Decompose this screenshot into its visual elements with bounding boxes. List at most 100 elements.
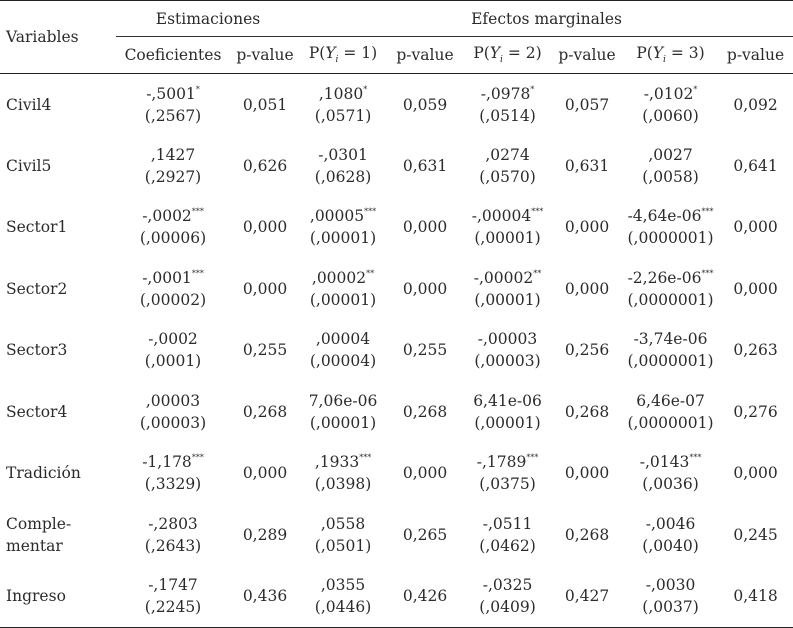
row-label-line: Comple- (6, 514, 72, 533)
coef-cell: -,0001*** (,00002) (116, 258, 230, 320)
header-col-text: p-value (236, 46, 294, 64)
std-error: (,2245) (144, 598, 202, 616)
pvalue-cell: 0,418 (718, 565, 793, 628)
coef-number: -,0143 (639, 453, 690, 472)
header-col-text-post: = 2) (502, 44, 542, 63)
std-error: (,2567) (144, 106, 202, 125)
pvalue-cell: 0,057 (551, 74, 623, 136)
std-error: (,0628) (314, 167, 372, 186)
std-error: (,00003) (139, 413, 207, 432)
coef-cell: -,0143*** (,0036) (623, 443, 718, 505)
row-label: Civil5 (0, 135, 116, 197)
row-label: Sector4 (0, 381, 116, 443)
coef-value: -2,26e-06*** (623, 267, 718, 289)
table-row: Sector1 -,0002*** (,00006) 0,000,00005*** (,… (0, 197, 793, 259)
coef-number: -2,26e-06 (627, 268, 702, 287)
row-label: Sector3 (0, 320, 116, 382)
header-col-text: p-value (726, 46, 785, 64)
coef-cell: ,1427 (,2927) (116, 135, 230, 197)
pvalue-text: 0,000 (733, 464, 778, 483)
std-error: (,00001) (309, 290, 377, 309)
coef-value: -,0102* (623, 83, 718, 105)
table-row: Sector3 -,0002 (,0001) 0,255 ,00004 (,00004) 0… (0, 320, 793, 382)
significance-stars: *** (526, 453, 539, 463)
pvalue-text: 0,626 (242, 156, 288, 175)
row-label-line: Sector2 (6, 279, 68, 298)
row-label-line: Civil4 (6, 95, 52, 114)
coef-number: ,00002 (311, 268, 367, 287)
row-label-line: mentar (6, 536, 63, 555)
coef-cell: -,00004*** (,00001) (464, 197, 551, 259)
std-error: (,0037) (642, 598, 699, 616)
header-col-2: P(Yi = 1) (300, 36, 387, 74)
significance-stars: *** (689, 453, 702, 463)
coef-value: 6,41e-06 (464, 390, 551, 412)
row-label-line: Sector4 (6, 402, 68, 421)
coef-number: ,00005 (309, 207, 365, 226)
pvalue-text: 0,255 (402, 341, 448, 360)
coef-value: -4,64e-06*** (623, 205, 718, 227)
std-error: (,0000001) (627, 229, 714, 248)
coef-cell: ,1080* (,0571) (300, 74, 386, 136)
header-col-subscript: i (500, 55, 503, 66)
pvalue-text: 0,289 (242, 525, 288, 544)
header-col-text: p-value (396, 46, 454, 64)
pvalue-text: 0,092 (733, 95, 778, 114)
coef-number: -,0002 (142, 207, 192, 226)
std-error: (,00002) (139, 290, 207, 309)
std-error: (,0040) (642, 536, 699, 555)
coef-cell: -,0511 (,0462) (464, 504, 551, 566)
significance-stars: ** (366, 268, 375, 278)
header-col-subscript: i (335, 55, 339, 66)
coef-value: -,2803 (116, 513, 230, 535)
coef-value: -,1747 (116, 574, 230, 596)
coef-value: -,0002*** (116, 205, 230, 227)
std-error: (,0000001) (627, 352, 714, 371)
coef-value: -,0511 (464, 513, 551, 535)
coef-value: -,0301 (300, 144, 386, 166)
coef-value: ,1080* (300, 83, 386, 105)
header-estimaciones: Estimaciones (116, 0, 301, 37)
std-error: (,0000001) (627, 290, 714, 309)
coef-cell: -3,74e-06 (,0000001) (623, 320, 718, 382)
coef-number: -,2803 (148, 514, 198, 533)
significance-stars: *** (191, 268, 204, 278)
std-error: (,00001) (474, 229, 541, 248)
pvalue-text: 0,418 (733, 587, 778, 605)
coef-cell: ,00002** (,00001) (300, 258, 386, 320)
pvalue-text: 0,255 (242, 341, 288, 360)
std-error: (,00001) (474, 413, 541, 432)
row-label: Tradición (0, 443, 116, 505)
coef-number: -,0978 (480, 84, 531, 103)
coef-cell: 6,46e-07 (,0000001) (623, 381, 718, 443)
header-row-1: Variables Estimaciones Efectos marginale… (0, 0, 793, 74)
header-variables: Variables (0, 0, 116, 74)
significance-stars: *** (701, 207, 714, 217)
std-error: (,3329) (144, 475, 202, 494)
row-label: Ingreso (0, 565, 116, 628)
row-label: Sector2 (0, 258, 116, 320)
coef-number: ,1427 (150, 145, 196, 164)
header-col-text-post: = 1) (338, 44, 378, 63)
coef-value: -,00002** (464, 267, 551, 289)
significance-stars: * (195, 84, 200, 94)
row-label-line: Tradición (6, 464, 81, 483)
pvalue-text: 0,265 (402, 525, 448, 544)
pvalue-cell: 0,255 (230, 320, 300, 382)
coef-cell: -,0002*** (,00006) (116, 197, 230, 259)
pvalue-cell: 0,256 (551, 320, 623, 382)
coef-cell: ,0027 (,0058) (623, 135, 718, 197)
coef-number: 7,06e-06 (308, 391, 378, 410)
pvalue-text: 0,000 (564, 279, 610, 298)
pvalue-text: 0,057 (564, 95, 610, 114)
table-row: Comple-mentar -,2803 (,2643) 0,289 ,0558 (,05… (0, 504, 793, 566)
pvalue-cell: 0,245 (718, 504, 793, 566)
coef-number: -,0325 (482, 576, 533, 594)
coef-value: ,0027 (623, 144, 718, 166)
coef-number: -3,74e-06 (633, 330, 708, 349)
coef-value: -,00003 (464, 328, 551, 350)
pvalue-text: 0,059 (402, 95, 448, 114)
coef-cell: -2,26e-06*** (,0000001) (623, 258, 718, 320)
header-col-7: p-value (718, 36, 793, 74)
pvalue-cell: 0,000 (551, 197, 623, 259)
